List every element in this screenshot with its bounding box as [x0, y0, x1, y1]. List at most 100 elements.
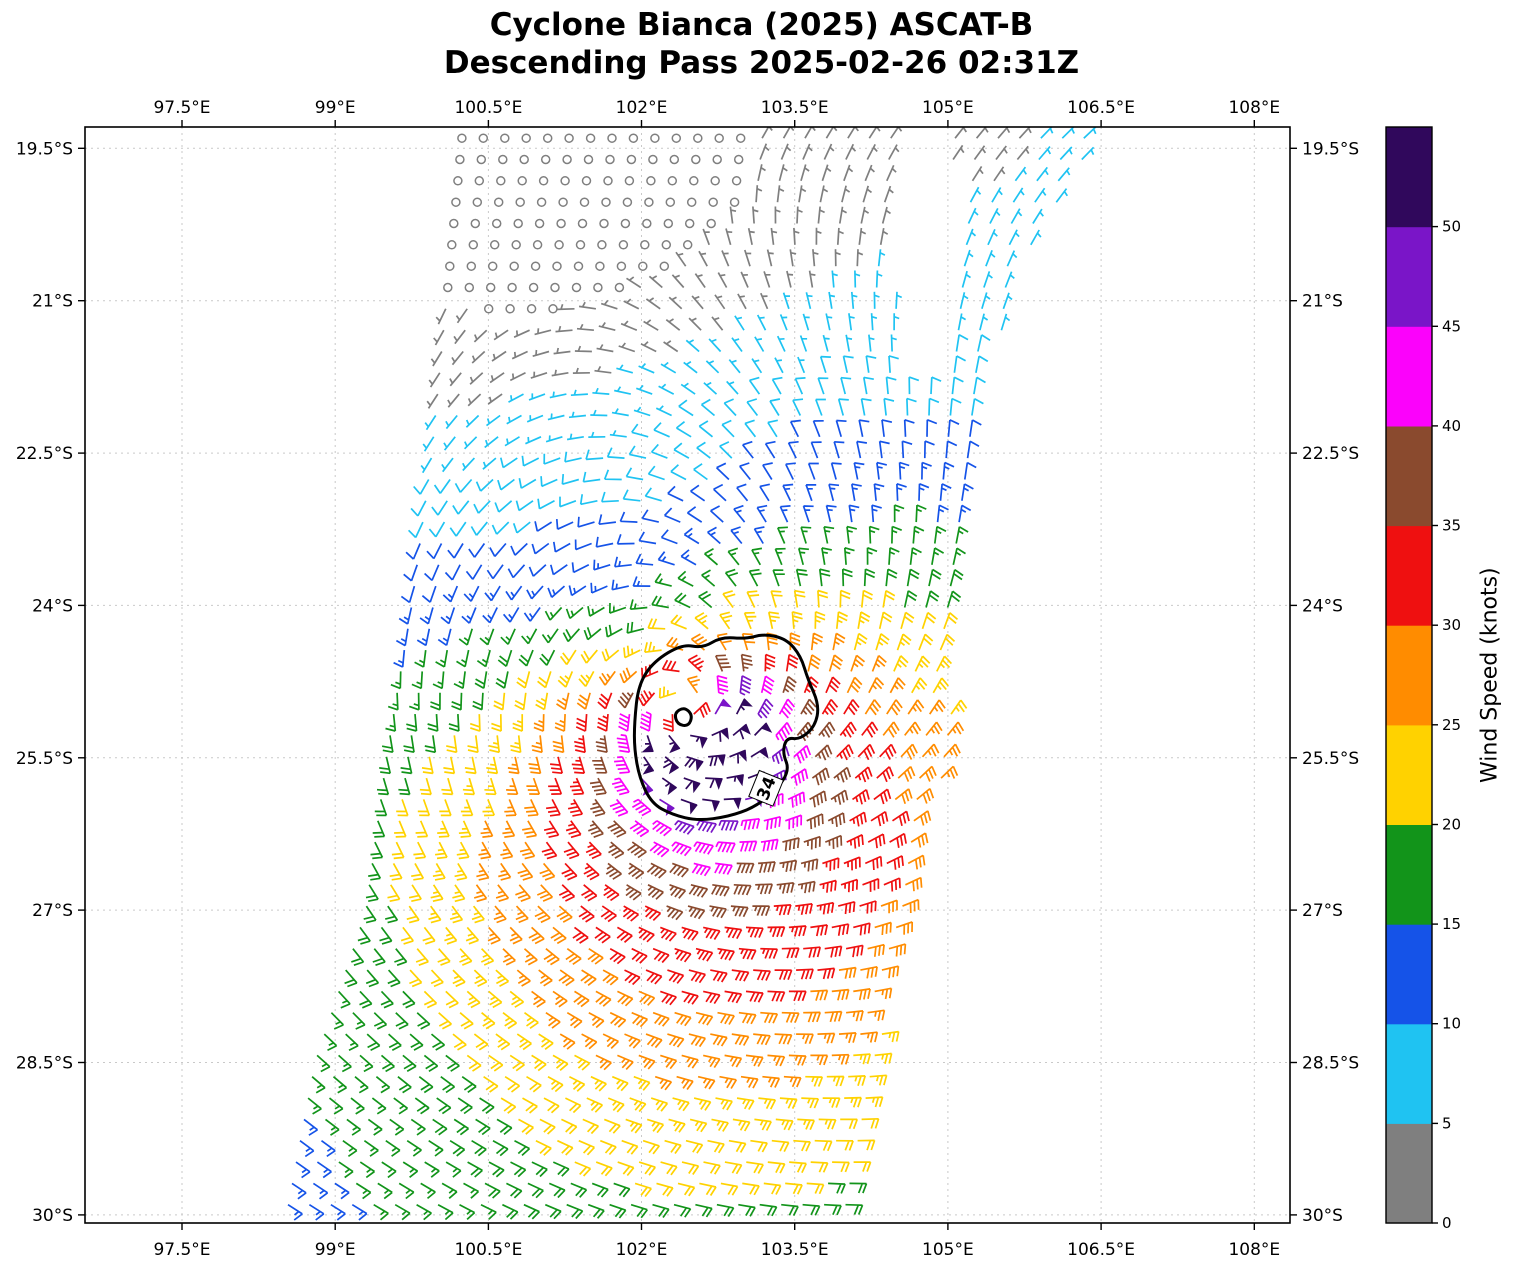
colorbar-tick-label: 10: [1442, 1015, 1461, 1033]
wind-barb: [716, 1203, 735, 1218]
wind-barb-flag: [642, 764, 655, 775]
wind-barb: [406, 905, 420, 924]
wind-barb: [861, 721, 879, 738]
wind-barb: [1036, 166, 1049, 182]
wind-barb: [424, 735, 437, 754]
wind-barb: [731, 1033, 750, 1046]
wind-barb: [395, 1012, 409, 1030]
wind-barb: [421, 585, 437, 603]
wind-barb: [550, 756, 564, 775]
wind-barb: [499, 457, 518, 469]
wind-barb: [804, 127, 816, 139]
wind-barb: [569, 777, 585, 796]
wind-barb: [428, 905, 442, 924]
wind-barb: [769, 398, 781, 416]
wind-barb: [892, 810, 910, 827]
wind-barb: [819, 879, 837, 893]
wind-barb: [877, 249, 886, 267]
wind-barb: [727, 547, 740, 566]
wind-barb: [1006, 250, 1018, 267]
wind-barb-flag: [739, 723, 751, 735]
calm-circle: [519, 154, 529, 165]
wind-barb: [756, 314, 767, 331]
wind-barb: [585, 449, 604, 461]
wind-barb: [764, 653, 776, 672]
wind-barb: [788, 925, 807, 937]
wind-barb: [800, 164, 810, 182]
wind-barb: [876, 461, 887, 480]
wind-barb: [729, 206, 737, 224]
wind-barb: [447, 393, 460, 408]
wind-barb: [693, 1097, 712, 1111]
wind-barb: [629, 599, 648, 611]
calm-circle: [564, 133, 574, 143]
wind-barb: [506, 777, 519, 796]
wind-barb: [921, 461, 932, 480]
wind-barb: [526, 414, 544, 423]
calm-circle: [729, 197, 740, 207]
wind-barb: [817, 1032, 836, 1044]
wind-barb: [995, 145, 1008, 161]
wind-barb: [660, 1054, 678, 1070]
wind-barb: [351, 948, 365, 967]
wind-barb: [553, 347, 571, 355]
wind-barb: [645, 1033, 663, 1049]
wind-barb: [608, 841, 625, 859]
wind-barb: [595, 1054, 612, 1071]
wind-barb: [530, 371, 548, 379]
wind-barb: [738, 1203, 756, 1217]
wind-barb: [738, 1011, 757, 1025]
wind-barb: [845, 143, 857, 160]
wind-barb: [413, 841, 427, 860]
wind-barb: [860, 965, 878, 979]
calm-circle: [601, 197, 611, 207]
wind-barb: [858, 227, 867, 245]
wind-barb: [380, 1054, 395, 1073]
wind-barb: [582, 1118, 600, 1135]
wind-barb: [702, 228, 710, 246]
wind-barb: [463, 585, 480, 602]
wind-barb: [700, 398, 716, 417]
wind-barb: [502, 607, 520, 623]
y-tick-label-left: 28.5°S: [16, 1054, 73, 1074]
calm-circle: [638, 261, 648, 271]
calm-circle: [464, 282, 475, 293]
calm-circle: [661, 240, 672, 250]
wind-barb: [416, 1203, 432, 1221]
calm-circle: [628, 133, 639, 143]
wind-barb: [570, 1182, 588, 1198]
wind-barb: [753, 1033, 771, 1046]
colorbar-tick-label: 0: [1442, 1214, 1452, 1232]
wind-barb: [674, 1011, 692, 1027]
wind-barb: [879, 227, 889, 245]
calm-circle: [476, 154, 487, 165]
wind-barb: [641, 664, 659, 679]
calm-circle: [669, 154, 680, 165]
wind-barb: [577, 516, 595, 528]
wind-barb: [414, 1097, 430, 1115]
wind-barb: [549, 391, 567, 399]
wind-barb: [654, 1075, 673, 1091]
calm-circle: [507, 282, 517, 293]
wind-barb: [745, 990, 764, 1003]
wind-barb: [755, 185, 763, 203]
wind-barb: [774, 357, 784, 374]
wind-barb-flag: [692, 780, 701, 794]
wind-barb: [797, 547, 809, 566]
wind-barb: [537, 498, 555, 510]
wind-barb: [400, 926, 414, 945]
calm-circle: [530, 261, 541, 271]
wind-barb: [803, 676, 819, 694]
wind-barb: [419, 777, 432, 796]
wind-barb: [395, 628, 409, 647]
wind-barb: [433, 479, 451, 494]
wind-barb: [629, 1097, 647, 1113]
calm-circle: [603, 176, 613, 186]
wind-barb: [681, 1161, 700, 1175]
wind-barb: [810, 989, 829, 1001]
wind-barb: [622, 489, 641, 502]
wind-barb: [328, 1097, 344, 1115]
wind-barb: [554, 714, 566, 732]
calm-circle: [548, 304, 558, 314]
wind-barb: [675, 251, 687, 267]
